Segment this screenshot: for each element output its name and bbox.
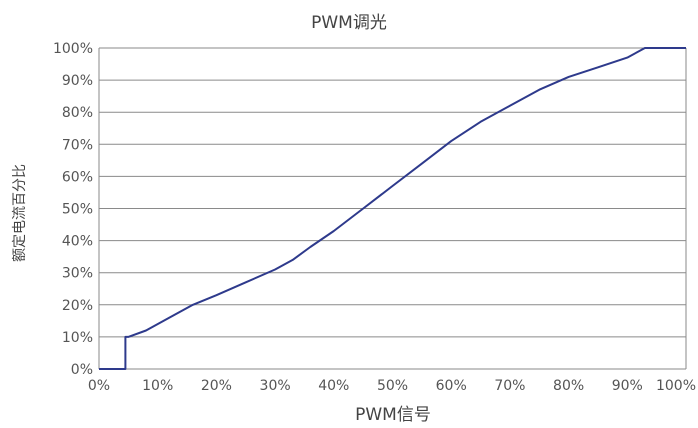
y-tick-label: 0% (71, 362, 93, 378)
x-tick-label: 50% (377, 378, 408, 394)
x-tick-label: 100% (656, 378, 696, 394)
x-tick-label: 40% (318, 378, 349, 394)
axes (98, 48, 687, 370)
series-line (99, 47, 686, 370)
y-tick-label: 100% (53, 41, 93, 57)
series-layer (99, 47, 686, 370)
y-tick-label: 70% (62, 137, 93, 153)
x-tick-label: 10% (142, 378, 173, 394)
x-tick-label: 0% (88, 378, 110, 394)
y-tick-label: 40% (62, 234, 93, 250)
x-tick-label: 70% (494, 378, 525, 394)
chart-title: PWM调光 (311, 13, 387, 33)
x-tick-label: 90% (612, 378, 643, 394)
x-tick-labels: 0% 10% 20% 30% 40% 50% 60% 70% 80% 90% 100% (88, 378, 696, 394)
x-tick-label: 60% (436, 378, 467, 394)
y-tick-label: 60% (62, 169, 93, 185)
x-tick-label: 20% (201, 378, 232, 394)
y-axis-title: 额定电流百分比 (12, 164, 28, 262)
y-tick-label: 10% (62, 330, 93, 346)
x-axis-title: PWM信号 (355, 405, 431, 425)
y-tick-label: 30% (62, 266, 93, 282)
y-tick-label: 90% (62, 73, 93, 89)
y-tick-labels: 0% 10% 20% 30% 40% 50% 60% 70% 80% 90% 100% (53, 41, 93, 378)
grid-lines (99, 47, 686, 338)
y-tick-label: 80% (62, 105, 93, 121)
x-tick-label: 30% (260, 378, 291, 394)
y-tick-label: 20% (62, 298, 93, 314)
x-tick-label: 80% (553, 378, 584, 394)
y-tick-label: 50% (62, 202, 93, 218)
